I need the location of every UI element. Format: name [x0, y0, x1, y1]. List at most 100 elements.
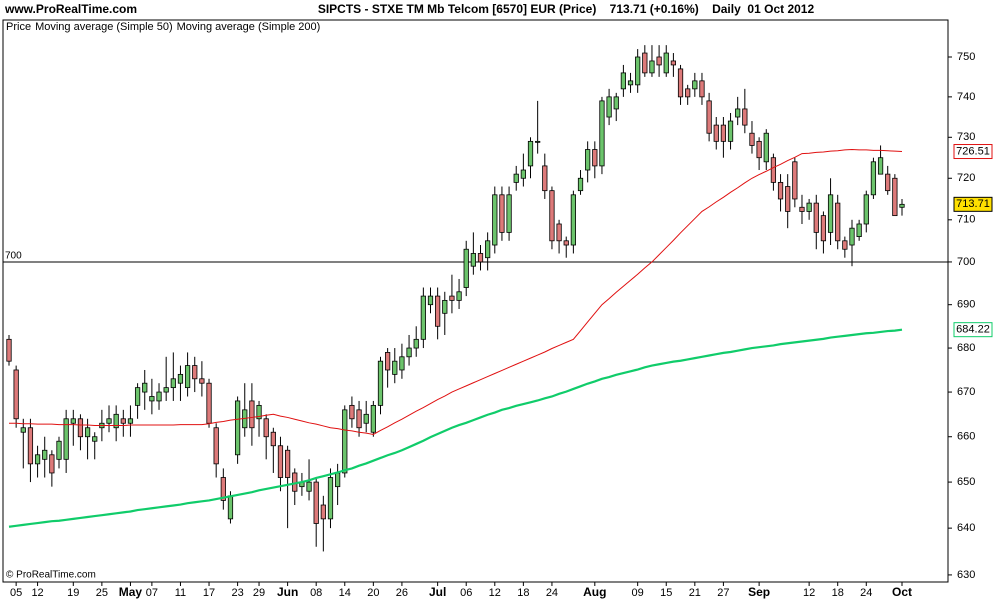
candle-body [842, 240, 848, 250]
moving-average-line [8, 328, 903, 528]
y-tick-label: 710 [957, 214, 975, 226]
candle-body [899, 203, 905, 208]
candle-body [285, 449, 291, 478]
x-tick-label: 26 [396, 587, 408, 599]
x-tick-label: 11 [175, 587, 186, 599]
candle-body [585, 149, 591, 171]
candle-body [42, 449, 48, 460]
candle-body [527, 140, 534, 167]
candle-body [742, 108, 748, 126]
candle-body [556, 223, 562, 242]
last-value-box [953, 322, 993, 338]
y-tick-label: 700 [957, 256, 975, 268]
x-tick-label: 12 [489, 587, 501, 599]
plot-frame [2, 19, 949, 583]
candle-body [663, 52, 669, 74]
candle-body [620, 72, 626, 90]
x-tick-label: 17 [203, 587, 215, 599]
y-tick-label: 660 [957, 431, 975, 443]
candle-body [713, 124, 719, 142]
candle-body [199, 378, 205, 384]
candle-body [685, 88, 691, 98]
candle-body [870, 161, 877, 196]
x-tick-label: 09 [632, 587, 644, 599]
y-tick-label: 740 [957, 91, 975, 103]
candle-body [106, 418, 112, 424]
x-tick-label: Jun [277, 585, 298, 599]
x-tick-label: 29 [253, 587, 265, 599]
x-tick-label: Aug [583, 585, 606, 599]
candle-body [206, 382, 212, 424]
y-tick-label: 650 [957, 476, 975, 488]
candle-body [492, 194, 498, 246]
y-tick-label: 750 [957, 51, 975, 63]
candle-body [892, 177, 898, 217]
candle-body [220, 477, 226, 501]
candle-body [806, 202, 812, 212]
x-tick-label: 24 [860, 587, 872, 599]
candle-body [27, 427, 34, 465]
candle-body [363, 413, 369, 424]
candle-body [13, 369, 19, 420]
copyright: © ProRealTime.com [6, 570, 96, 581]
candle-body [77, 418, 84, 438]
candle-body [427, 295, 434, 306]
x-tick-label: 12 [803, 587, 815, 599]
candle-body [6, 338, 12, 362]
candle-body [377, 360, 384, 406]
candle-body [184, 365, 191, 389]
candle-body [456, 291, 462, 301]
candle-body [885, 173, 891, 192]
candle-body [349, 404, 355, 420]
candle-body [306, 481, 312, 492]
x-tick-label: Jul [429, 585, 446, 599]
candle-body [720, 124, 727, 142]
candle-body [249, 400, 255, 429]
candle-body [327, 477, 334, 520]
candle-body [699, 80, 705, 98]
y-tick-label: 730 [957, 131, 975, 143]
x-tick-label: 15 [660, 587, 672, 599]
candle-body [84, 427, 91, 438]
y-tick-label: 670 [957, 386, 975, 398]
x-tick-label: 06 [460, 587, 472, 599]
candle-body [170, 378, 176, 389]
candle-body [735, 108, 741, 118]
candle-body [599, 100, 605, 167]
x-tick-label: 14 [339, 587, 351, 599]
x-tick-label: 20 [367, 587, 379, 599]
candle-body [649, 60, 655, 74]
candle-body [20, 427, 26, 433]
candle-body [256, 404, 262, 420]
candle-body [385, 352, 391, 371]
candle-body [635, 56, 641, 86]
last-value-label: 684.22 [956, 324, 990, 336]
x-tick-label: 23 [231, 587, 243, 599]
x-tick-label: 24 [546, 587, 558, 599]
candle-body [535, 140, 541, 143]
candle-body [263, 418, 269, 438]
candle-body [463, 248, 469, 288]
x-tick-label: 12 [31, 587, 43, 599]
candle-body [449, 295, 455, 301]
candle-body [542, 165, 548, 192]
y-tick-label: 640 [957, 522, 975, 534]
candle-body [642, 52, 648, 74]
x-tick-label: 18 [517, 587, 529, 599]
candle-body [320, 504, 326, 520]
last-value-box [953, 144, 993, 160]
candle-body [177, 373, 184, 384]
candle-body [749, 132, 755, 146]
candle-body [392, 360, 398, 375]
y-tick-label: 720 [957, 172, 975, 184]
candle-body [277, 445, 284, 478]
candle-body [356, 409, 362, 429]
candle-body [127, 418, 134, 424]
candle-body [627, 80, 634, 86]
candle-body [499, 194, 505, 233]
candle-body [813, 202, 819, 233]
candle-body [234, 400, 241, 456]
candle-body [756, 140, 762, 159]
